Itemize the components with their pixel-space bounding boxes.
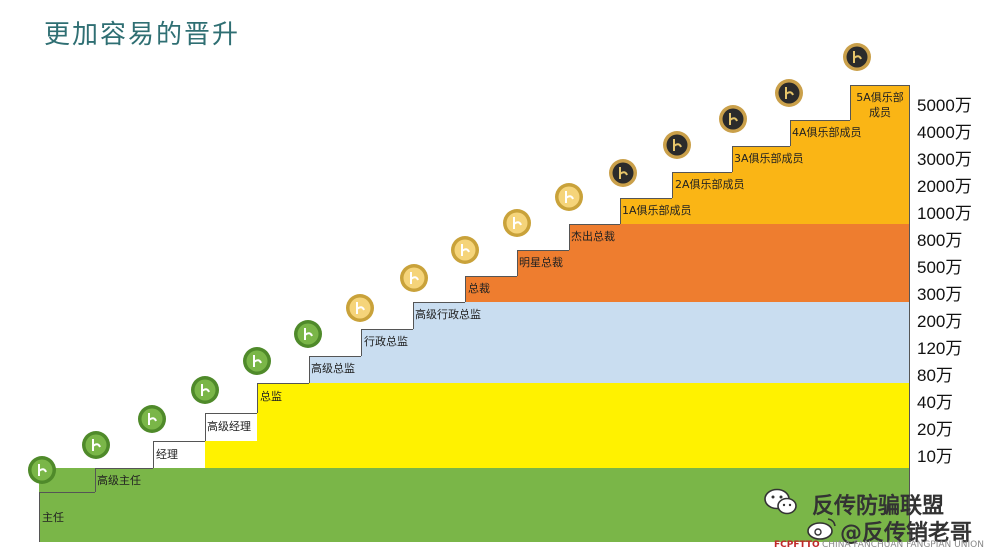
level-label: 总裁 <box>468 282 490 295</box>
medal-icon <box>82 431 110 459</box>
level-label: 高级主任 <box>97 474 141 487</box>
page-title: 更加容易的晋升 <box>44 20 241 50</box>
level-label: 4A俱乐部成员 <box>792 126 862 139</box>
amount-label: 200万 <box>917 312 963 331</box>
medal-icon <box>346 294 374 322</box>
amount-label: 40万 <box>917 393 953 412</box>
band-green <box>39 468 909 542</box>
medal-icon <box>775 79 803 107</box>
amount-label: 20万 <box>917 420 953 439</box>
medal-icon <box>555 183 583 211</box>
level-label: 杰出总裁 <box>571 230 615 243</box>
level-label: 1A俱乐部成员 <box>622 204 692 217</box>
level-label: 高级行政总监 <box>415 308 481 321</box>
wechat-icon <box>764 488 797 515</box>
level-label: 3A俱乐部成员 <box>734 152 804 165</box>
medal-icon <box>191 376 219 404</box>
level-label: 5A俱乐部成员 <box>856 91 904 119</box>
medal-icon <box>400 264 428 292</box>
level-label: 总监 <box>260 390 282 403</box>
medal-icon <box>28 456 56 484</box>
medal-icon <box>451 236 479 264</box>
level-label: 明星总裁 <box>519 256 563 269</box>
level-label: 行政总监 <box>364 335 408 348</box>
medal-icon <box>843 43 871 71</box>
medal-icon <box>719 105 747 133</box>
medal-icon <box>503 209 531 237</box>
medal-icon <box>294 320 322 348</box>
amount-label: 120万 <box>917 339 963 358</box>
band-yellow <box>153 383 909 468</box>
watermark-line2: @反传销老哥 <box>840 521 973 546</box>
amount-label: 300万 <box>917 285 963 304</box>
watermark-logo-sub: CHINA FANCHUAN FANGPIAN UNION <box>822 540 984 550</box>
level-label: 高级经理 <box>207 420 251 433</box>
level-label: 经理 <box>156 448 178 461</box>
amount-label: 2000万 <box>917 177 972 196</box>
level-label: 2A俱乐部成员 <box>675 178 745 191</box>
watermark-line1: 反传防骗联盟 <box>812 494 945 519</box>
amount-label: 3000万 <box>917 150 972 169</box>
medal-icon <box>138 405 166 433</box>
amount-label: 1000万 <box>917 204 972 223</box>
amount-label: 4000万 <box>917 123 972 142</box>
weibo-icon <box>807 518 836 540</box>
level-label: 高级总监 <box>311 362 355 375</box>
medal-icon <box>663 131 691 159</box>
level-label: 主任 <box>42 511 64 524</box>
amount-label: 500万 <box>917 258 963 277</box>
medal-icon <box>243 347 271 375</box>
amount-label: 800万 <box>917 231 963 250</box>
watermark-logo-text: FCPFTTO <box>774 540 820 550</box>
amount-label: 5000万 <box>917 96 972 115</box>
amount-label: 10万 <box>917 447 953 466</box>
medal-icon <box>609 159 637 187</box>
amount-label: 80万 <box>917 366 953 385</box>
